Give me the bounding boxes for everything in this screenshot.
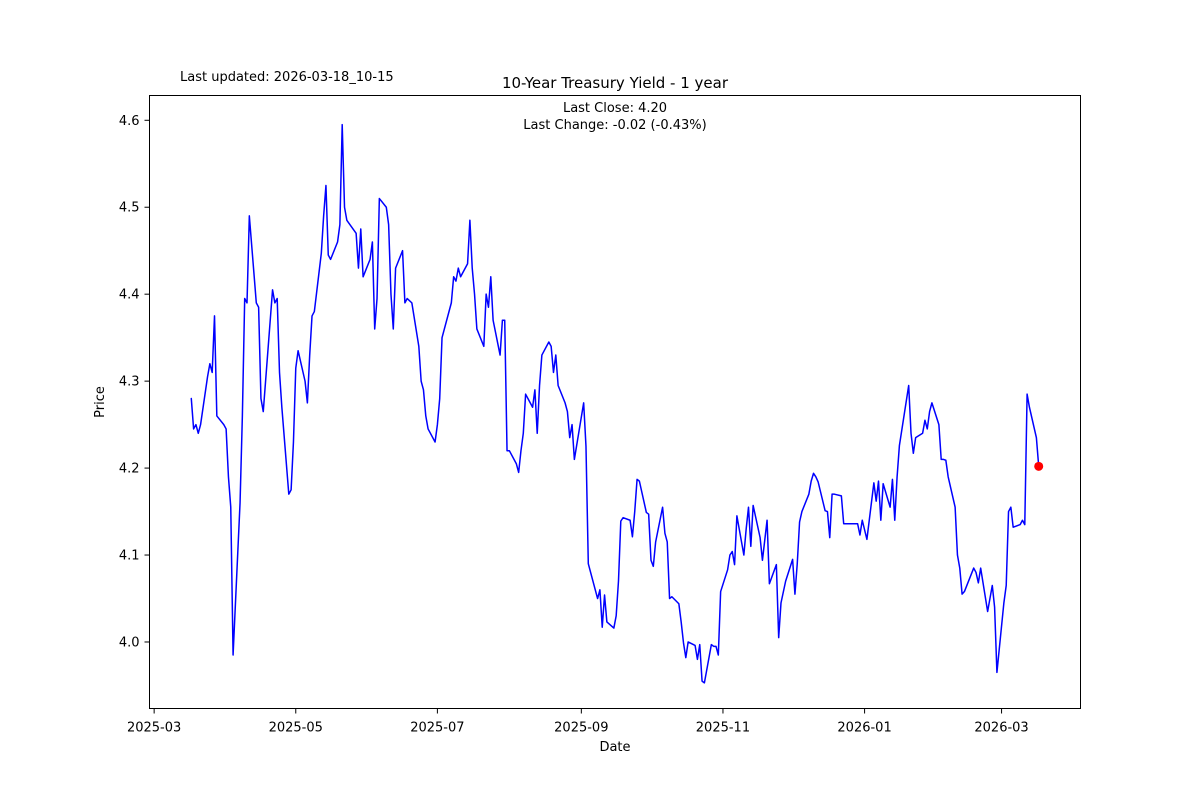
plot-frame (149, 95, 1081, 709)
x-tick-label: 2025-05 (269, 721, 323, 736)
y-axis-ticks: 4.0 4.1 4.2 4.3 4.4 4.5 4.6 (119, 114, 150, 650)
x-axis-label: Date (599, 740, 630, 755)
last-close-annotation: Last Close: 4.20 (563, 101, 667, 116)
x-tick-label: 2025-11 (696, 721, 750, 736)
x-tick-label: 2025-09 (554, 721, 608, 736)
x-tick-label: 2025-07 (410, 721, 464, 736)
y-tick-label: 4.0 (119, 635, 140, 650)
x-tick-label: 2025-03 (127, 721, 181, 736)
y-tick-label: 4.1 (119, 549, 140, 564)
x-tick-label: 2026-01 (837, 721, 891, 736)
y-tick-label: 4.5 (119, 201, 140, 216)
y-tick-label: 4.4 (119, 288, 140, 303)
x-axis-ticks: 2025-03 2025-05 2025-07 2025-09 2025-11 2026-… (127, 708, 1029, 736)
last-updated-annotation: Last updated: 2026-03-18_10-15 (180, 70, 394, 85)
y-axis-label: Price (93, 386, 108, 418)
last-close-marker (1034, 461, 1044, 471)
price-line (190, 123, 1040, 684)
x-tick-label: 2026-03 (974, 721, 1028, 736)
chart-title: 10-Year Treasury Yield - 1 year (502, 74, 729, 92)
y-tick-label: 4.6 (119, 114, 140, 129)
price-line-group (190, 123, 1044, 684)
last-change-annotation: Last Change: -0.02 (-0.43%) (523, 118, 706, 133)
y-tick-label: 4.2 (119, 462, 140, 477)
y-tick-label: 4.3 (119, 375, 140, 390)
